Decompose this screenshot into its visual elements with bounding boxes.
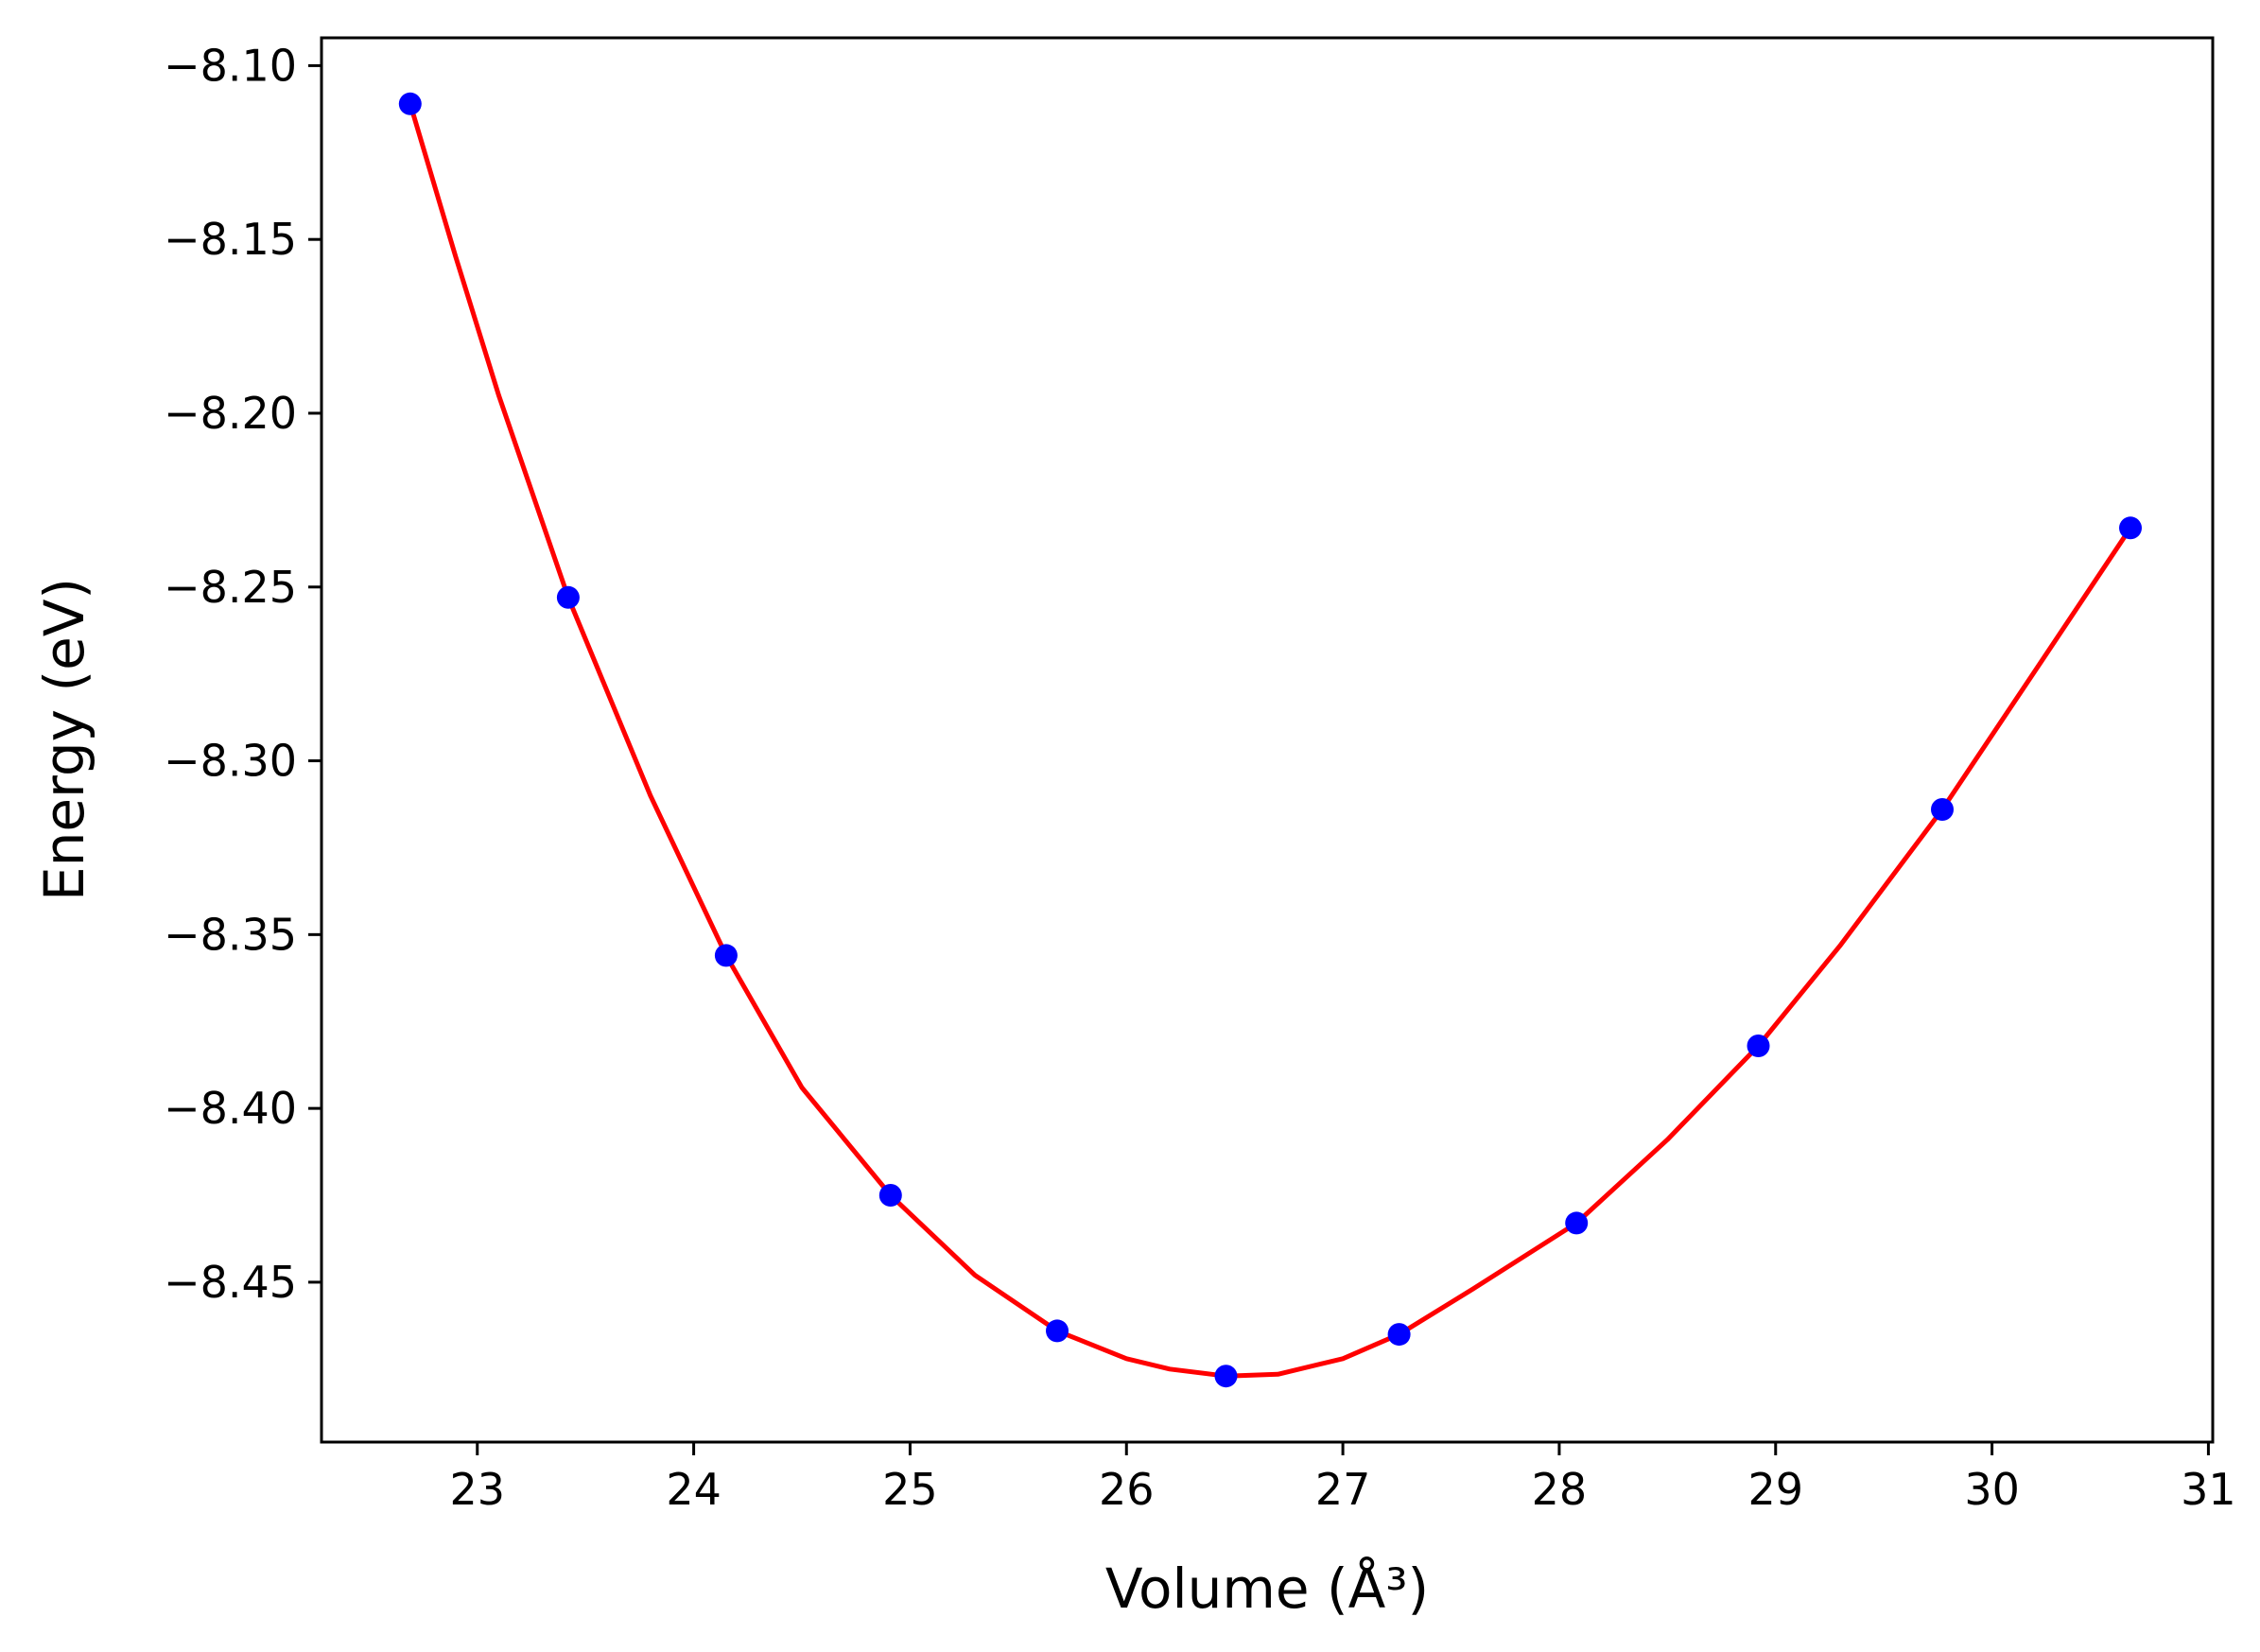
x-tick-label: 28 [1532,1464,1588,1515]
x-tick-label: 26 [1099,1464,1155,1515]
x-tick-label: 25 [882,1464,938,1515]
y-tick-label: −8.15 [164,214,297,265]
y-tick-label: −8.30 [164,736,297,787]
x-axis-ticks: 23 24 25 26 27 28 29 30 31 [449,1442,2236,1515]
y-tick-label: −8.10 [164,40,297,91]
y-axis-label: Energy (eV) [32,578,96,901]
data-point [398,92,422,115]
fit-line [408,103,2133,1379]
x-tick-label: 30 [1964,1464,2020,1515]
y-tick-label: −8.45 [164,1257,297,1308]
y-tick-label: −8.35 [164,909,297,960]
data-point [878,1184,902,1207]
data-point [1046,1319,1069,1343]
y-tick-label: −8.40 [164,1083,297,1134]
data-point [714,944,738,967]
y-tick-label: −8.25 [164,562,297,613]
data-point [1747,1035,1770,1057]
y-tick-label: −8.20 [164,388,297,439]
x-tick-label: 27 [1315,1464,1371,1515]
data-point [556,585,580,609]
data-point [1214,1365,1238,1388]
x-tick-label: 23 [449,1464,505,1515]
plot-frame [320,36,2215,1444]
data-point [1931,798,1954,821]
data-point [2119,516,2142,540]
data-points-layer [398,92,2142,1388]
plot-background [322,38,2213,1442]
data-point [1565,1211,1589,1235]
x-tick-label: 29 [1747,1464,1803,1515]
fit-line-layer [408,103,2133,1379]
data-point [1387,1323,1411,1347]
y-axis-ticks: −8.10 −8.15 −8.20 −8.25 −8.30 −8.35 −8.40 −8.45 [164,40,322,1308]
x-tick-label: 24 [666,1464,721,1515]
x-tick-label: 31 [2181,1464,2236,1515]
x-axis-label: Volume (Å³) [1105,1556,1429,1621]
